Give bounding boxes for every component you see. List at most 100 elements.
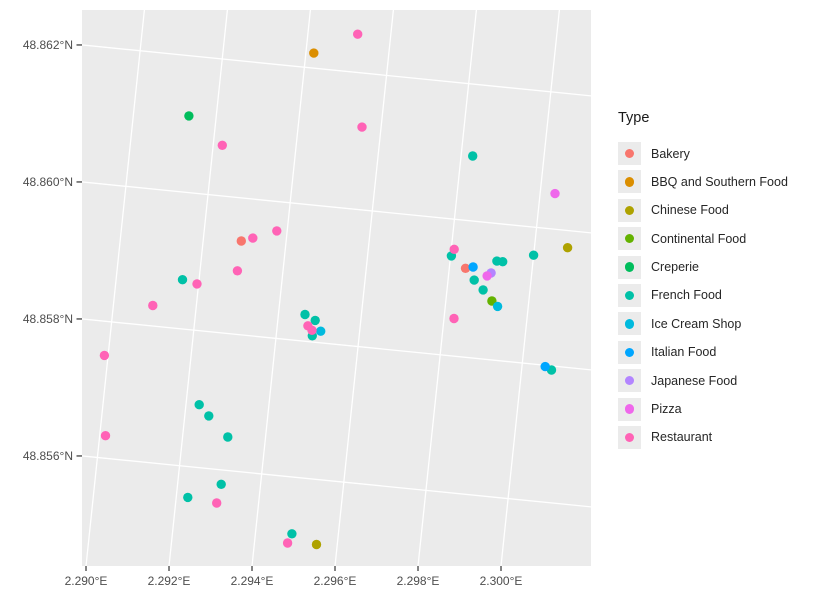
data-point [468,262,478,272]
legend-key [618,227,641,251]
data-point [183,492,193,503]
data-point [562,243,573,253]
data-point [194,400,204,410]
legend-label: BBQ and Southern Food [651,174,788,189]
data-point [311,539,322,550]
legend-key [618,340,641,364]
legend-item: Italian Food [618,340,788,364]
legend-label: Ice Cream Shop [651,316,742,331]
data-point [177,275,188,285]
data-point [498,257,508,267]
legend-item: Restaurant [618,425,788,449]
data-point [204,411,214,421]
data-point [232,266,243,276]
x-tick-label: 2.300°E [480,574,523,588]
legend-key-dot [624,233,635,244]
legend-key [618,170,641,194]
legend-key [618,425,641,449]
data-point [482,271,492,281]
data-point [310,315,320,326]
data-point [100,431,111,441]
legend-item: Creperie [618,255,788,279]
legend-label: Continental Food [651,231,747,246]
data-point [217,140,227,150]
data-point [223,432,233,442]
data-point [540,361,550,372]
legend-label: Pizza [651,402,682,417]
data-point [184,111,194,121]
legend-key-dot [624,432,635,443]
legend-key [618,369,641,393]
data-point [309,48,319,58]
data-point [316,326,326,336]
y-tick-label: 48.860°N [23,175,73,189]
x-tick-label: 2.298°E [397,574,440,588]
legend-label: French Food [651,288,722,303]
legend-item: BBQ and Southern Food [618,170,788,194]
data-point [449,313,459,324]
data-point [282,538,293,548]
data-point [148,300,158,311]
legend-label: Restaurant [651,430,713,445]
x-tick-label: 2.294°E [231,574,274,588]
legend-key-dot [624,262,635,272]
legend-item: Bakery [618,142,788,165]
legend-item: Chinese Food [618,198,788,222]
legend-item: Pizza [618,397,788,421]
data-point [272,226,282,236]
data-point [287,529,297,539]
data-point [492,301,503,312]
data-point [99,350,110,361]
legend-key [618,283,641,307]
plot-panel-background [82,10,591,566]
data-point [300,309,310,320]
legend-label: Chinese Food [651,203,729,218]
y-tick-label: 48.856°N [23,449,73,463]
data-point [469,275,479,285]
gridline-latitude [82,181,591,234]
legend-key-dot [624,177,635,187]
legend-key-dot [624,148,635,159]
legend-key-dot [624,375,635,386]
legend: Type Bakery BBQ and Southern Food Chinese … [618,110,788,454]
x-tick-label: 2.290°E [65,574,108,588]
legend-label: Creperie [651,260,699,275]
legend-item: French Food [618,283,788,307]
data-point [550,188,560,199]
legend-title: Type [618,110,650,126]
legend-key [618,397,641,421]
legend-key [618,198,641,222]
legend-key [618,142,641,165]
data-point [357,122,367,132]
x-tick-label: 2.292°E [148,574,191,588]
legend-key [618,312,641,336]
x-tick-label: 2.296°E [314,574,357,588]
gridline-latitude [82,318,591,371]
data-point [353,29,363,39]
data-point [468,151,478,161]
legend-key-dot [624,205,635,215]
data-point [248,233,258,243]
y-tick-label: 48.858°N [23,312,73,326]
legend-key [618,255,641,279]
data-point [212,498,222,508]
data-point [449,244,459,254]
gridline-latitude [82,44,591,97]
data-point [307,325,317,335]
legend-label: Italian Food [651,345,717,360]
legend-key-dot [624,347,635,357]
data-point [460,263,471,273]
legend-items: Bakery BBQ and Southern Food Chinese Food C… [618,142,788,449]
gridline-latitude [82,455,591,508]
legend-key-dot [624,319,635,329]
data-point [236,236,246,246]
data-point [528,250,539,260]
legend-key-dot [624,290,635,301]
data-point [478,285,488,295]
legend-key-dot [624,404,635,414]
legend-item: Japanese Food [618,369,788,393]
legend-item: Ice Cream Shop [618,312,788,336]
legend-label: Japanese Food [651,373,738,388]
